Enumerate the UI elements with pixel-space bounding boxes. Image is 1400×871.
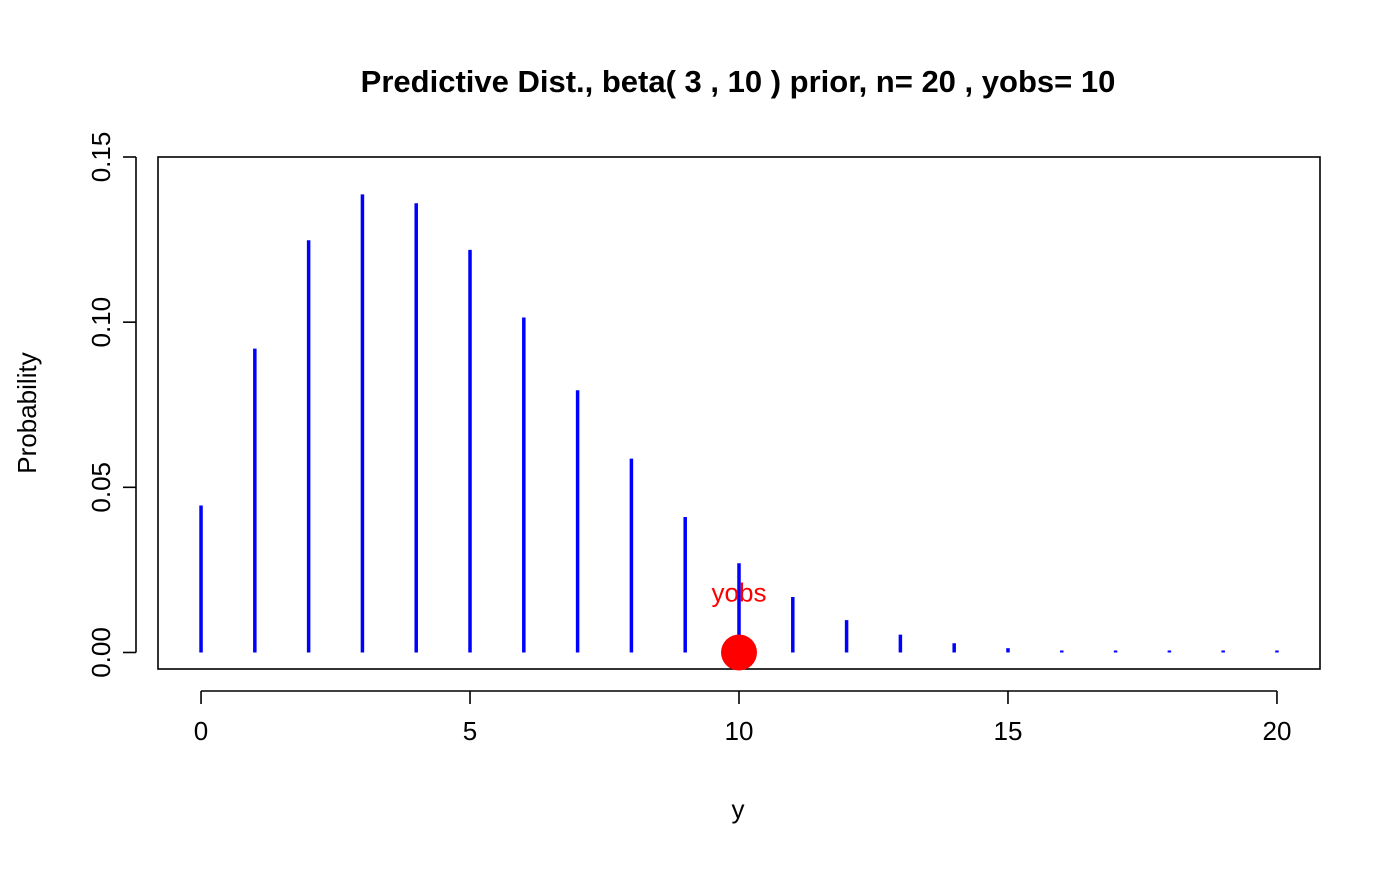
x-axis: 0 5 10 15 20 — [194, 690, 1292, 746]
y-tick-label: 0.00 — [86, 627, 116, 678]
x-tick-label: 5 — [463, 716, 477, 746]
chart-title: Predictive Dist., beta( 3 , 10 ) prior, … — [361, 64, 1116, 99]
x-axis-label: y — [732, 794, 745, 824]
y-tick-label: 0.05 — [86, 462, 116, 513]
x-tick-label: 0 — [194, 716, 208, 746]
bars-layer — [199, 194, 1279, 653]
x-tick-label: 10 — [725, 716, 754, 746]
x-tick-label: 20 — [1263, 716, 1292, 746]
y-axis-label: Probability — [12, 352, 42, 473]
observed-point — [721, 634, 757, 671]
y-axis: 0.00 0.05 0.10 0.15 — [86, 132, 137, 678]
observed-marker-layer: yobs — [712, 577, 767, 671]
y-tick-label: 0.15 — [86, 132, 116, 183]
x-tick-label: 15 — [994, 716, 1023, 746]
y-tick-label: 0.10 — [86, 297, 116, 348]
observed-label: yobs — [712, 577, 767, 607]
